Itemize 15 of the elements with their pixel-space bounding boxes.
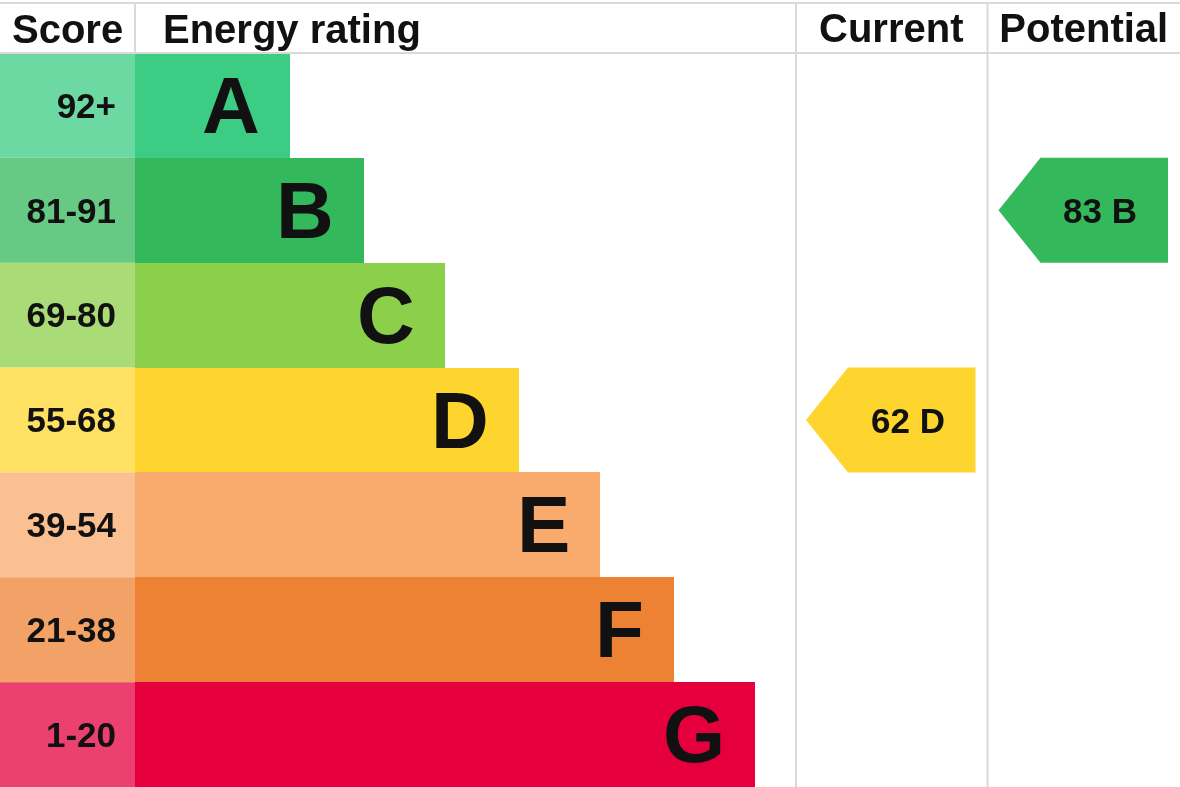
y-tick-label: 39-54 bbox=[26, 505, 117, 545]
annotation: G bbox=[663, 690, 726, 779]
y-tick-label: 21-38 bbox=[26, 609, 116, 649]
annotation: C bbox=[357, 271, 415, 360]
y-axis-title: Score bbox=[12, 7, 124, 51]
annotation: E bbox=[517, 480, 571, 569]
annotation: B bbox=[276, 166, 334, 255]
y-tick-label: 69-80 bbox=[26, 295, 116, 335]
y-tick-label: 81-91 bbox=[26, 190, 116, 230]
annotation: F bbox=[595, 585, 644, 674]
chart-title: Energy rating bbox=[163, 7, 421, 51]
y-tick-label: 55-68 bbox=[26, 400, 116, 440]
y-tick-label: 1-20 bbox=[45, 714, 116, 754]
y-tick-label: 92+ bbox=[56, 85, 116, 125]
annotation: D bbox=[431, 376, 489, 465]
